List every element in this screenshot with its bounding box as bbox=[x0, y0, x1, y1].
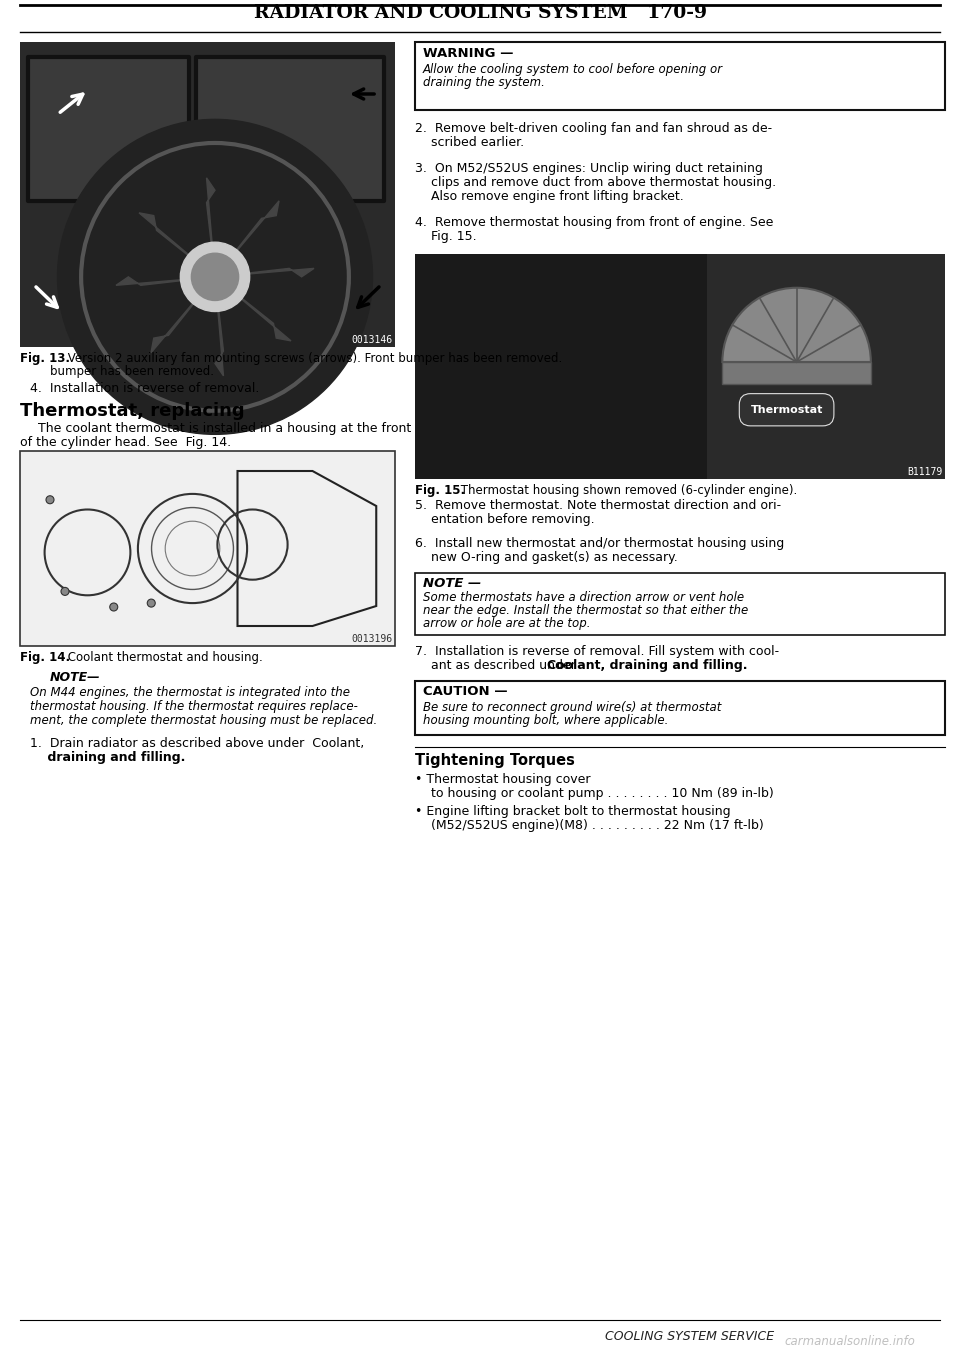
Text: arrow or hole are at the top.: arrow or hole are at the top. bbox=[423, 617, 590, 630]
Text: Fig. 14.: Fig. 14. bbox=[20, 651, 70, 664]
Bar bbox=[415, 573, 945, 635]
Text: 5.  Remove thermostat. Note thermostat direction and ori-: 5. Remove thermostat. Note thermostat di… bbox=[415, 499, 781, 512]
Text: 4.  Remove thermostat housing from front of engine. See: 4. Remove thermostat housing from front … bbox=[415, 216, 774, 229]
Bar bbox=[196, 57, 384, 201]
Text: draining the system.: draining the system. bbox=[423, 76, 545, 90]
Polygon shape bbox=[215, 201, 279, 277]
Text: scribed earlier.: scribed earlier. bbox=[415, 136, 524, 149]
Text: carmanualsonline.info: carmanualsonline.info bbox=[784, 1335, 916, 1348]
Text: B11179: B11179 bbox=[907, 467, 942, 478]
Text: • Engine lifting bracket bolt to thermostat housing: • Engine lifting bracket bolt to thermos… bbox=[415, 805, 731, 818]
Text: NOTE —: NOTE — bbox=[423, 577, 481, 590]
Text: Some thermostats have a direction arrow or vent hole: Some thermostats have a direction arrow … bbox=[423, 592, 744, 604]
Circle shape bbox=[180, 242, 250, 312]
Text: Version 2 auxiliary fan mounting screws (arrows). Front bumper has been removed.: Version 2 auxiliary fan mounting screws … bbox=[64, 351, 563, 365]
Text: Thermostat, replacing: Thermostat, replacing bbox=[20, 402, 245, 421]
Bar bbox=[28, 57, 189, 201]
Text: Coolant, draining and filling.: Coolant, draining and filling. bbox=[547, 660, 748, 672]
Text: • Thermostat housing cover: • Thermostat housing cover bbox=[415, 773, 590, 786]
Text: clips and remove duct from above thermostat housing.: clips and remove duct from above thermos… bbox=[415, 176, 776, 189]
Bar bbox=[415, 681, 945, 735]
Wedge shape bbox=[722, 288, 871, 362]
Text: 0013146: 0013146 bbox=[350, 335, 392, 345]
Polygon shape bbox=[151, 277, 215, 353]
Text: thermostat housing. If the thermostat requires replace-: thermostat housing. If the thermostat re… bbox=[30, 700, 358, 712]
Text: to housing or coolant pump . . . . . . . . 10 Nm (89 in-lb): to housing or coolant pump . . . . . . .… bbox=[415, 787, 774, 801]
Text: CAUTION —: CAUTION — bbox=[423, 685, 508, 697]
Text: RADIATOR AND COOLING SYSTEM   170-9: RADIATOR AND COOLING SYSTEM 170-9 bbox=[253, 4, 707, 22]
Text: ant as described under: ant as described under bbox=[415, 660, 580, 672]
Text: Coolant thermostat and housing.: Coolant thermostat and housing. bbox=[64, 651, 263, 664]
Text: Fig. 15.: Fig. 15. bbox=[415, 229, 476, 243]
Text: 0013196: 0013196 bbox=[350, 634, 392, 645]
Text: 4.  Installation is reverse of removal.: 4. Installation is reverse of removal. bbox=[30, 383, 259, 395]
Circle shape bbox=[58, 119, 372, 434]
Bar bbox=[415, 254, 707, 479]
Polygon shape bbox=[139, 213, 215, 277]
Circle shape bbox=[147, 598, 156, 607]
Bar bbox=[722, 362, 871, 384]
Circle shape bbox=[61, 588, 69, 596]
Text: The coolant thermostat is installed in a housing at the front: The coolant thermostat is installed in a… bbox=[38, 422, 411, 436]
Circle shape bbox=[191, 254, 239, 300]
Text: COOLING SYSTEM SERVICE: COOLING SYSTEM SERVICE bbox=[606, 1330, 775, 1343]
Polygon shape bbox=[215, 277, 291, 341]
Text: Be sure to reconnect ground wire(s) at thermostat: Be sure to reconnect ground wire(s) at t… bbox=[423, 702, 721, 714]
Text: near the edge. Install the thermostat so that either the: near the edge. Install the thermostat so… bbox=[423, 604, 748, 617]
Text: 6.  Install new thermostat and/or thermostat housing using: 6. Install new thermostat and/or thermos… bbox=[415, 537, 784, 550]
Bar bbox=[415, 254, 945, 479]
Text: WARNING —: WARNING — bbox=[423, 47, 514, 60]
Bar bbox=[20, 451, 395, 646]
Text: NOTE—: NOTE— bbox=[50, 670, 101, 684]
Bar bbox=[415, 42, 945, 110]
Text: ment, the complete thermostat housing must be replaced.: ment, the complete thermostat housing mu… bbox=[30, 714, 377, 727]
Text: housing mounting bolt, where applicable.: housing mounting bolt, where applicable. bbox=[423, 714, 668, 727]
Text: Thermostat: Thermostat bbox=[751, 404, 823, 415]
Text: 3.  On M52/S52US engines: Unclip wiring duct retaining: 3. On M52/S52US engines: Unclip wiring d… bbox=[415, 161, 763, 175]
Text: 1.  Drain radiator as described above under  Coolant,: 1. Drain radiator as described above und… bbox=[30, 737, 364, 750]
Text: Allow the cooling system to cool before opening or: Allow the cooling system to cool before … bbox=[423, 62, 723, 76]
Polygon shape bbox=[215, 269, 314, 277]
Text: entation before removing.: entation before removing. bbox=[415, 513, 594, 527]
Circle shape bbox=[46, 495, 54, 503]
Text: draining and filling.: draining and filling. bbox=[30, 750, 185, 764]
Text: 2.  Remove belt-driven cooling fan and fan shroud as de-: 2. Remove belt-driven cooling fan and fa… bbox=[415, 122, 772, 134]
Circle shape bbox=[109, 603, 118, 611]
Polygon shape bbox=[206, 178, 215, 277]
Text: Thermostat housing shown removed (6-cylinder engine).: Thermostat housing shown removed (6-cyli… bbox=[457, 484, 797, 497]
Text: Tightening Torques: Tightening Torques bbox=[415, 753, 575, 768]
Text: (M52/S52US engine)(M8) . . . . . . . . . 22 Nm (17 ft-lb): (M52/S52US engine)(M8) . . . . . . . . .… bbox=[415, 820, 764, 832]
Text: bumper has been removed.: bumper has been removed. bbox=[50, 365, 214, 379]
Text: new O-ring and gasket(s) as necessary.: new O-ring and gasket(s) as necessary. bbox=[415, 551, 678, 565]
Polygon shape bbox=[215, 277, 224, 376]
Text: Fig. 15.: Fig. 15. bbox=[415, 484, 466, 497]
Bar bbox=[20, 42, 395, 347]
Text: On M44 engines, the thermostat is integrated into the: On M44 engines, the thermostat is integr… bbox=[30, 687, 350, 699]
Polygon shape bbox=[116, 277, 215, 285]
Text: Fig. 13.: Fig. 13. bbox=[20, 351, 70, 365]
Text: of the cylinder head. See  Fig. 14.: of the cylinder head. See Fig. 14. bbox=[20, 436, 231, 449]
Text: Also remove engine front lifting bracket.: Also remove engine front lifting bracket… bbox=[415, 190, 684, 204]
Text: 7.  Installation is reverse of removal. Fill system with cool-: 7. Installation is reverse of removal. F… bbox=[415, 645, 780, 658]
